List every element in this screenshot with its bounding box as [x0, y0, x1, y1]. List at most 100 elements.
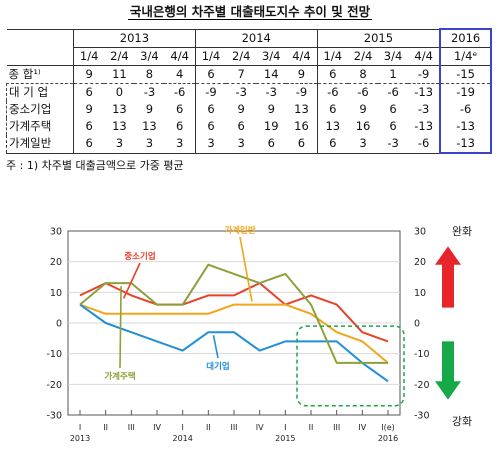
table-row-label: 가계일반: [6, 135, 74, 154]
ease-label: 완화: [452, 225, 472, 238]
series-leader-line: [239, 236, 253, 302]
table-value: -13: [414, 119, 434, 133]
table-value: 3: [134, 135, 165, 154]
table-value: -6: [316, 83, 348, 101]
table-value: 13: [316, 118, 348, 135]
table-quarter-header: 2/4: [226, 47, 257, 66]
table-value: -13: [439, 118, 492, 135]
table-value: 13: [112, 102, 127, 116]
y2-tick-label: 30: [414, 227, 426, 238]
x-year-label: 2014: [172, 434, 192, 443]
table-value: -6: [439, 101, 492, 118]
table-value: 6: [256, 135, 287, 154]
table-value: 9: [145, 102, 154, 116]
table-value: 6: [175, 119, 184, 133]
series-leader-line: [119, 286, 122, 369]
table-value: 6: [316, 101, 348, 118]
table-row: 중소기업 9 13 9 6 6 9 9 13 6 9 6 -3 -6: [6, 101, 492, 118]
table-value: 8: [145, 67, 154, 81]
table-value: -3: [378, 135, 409, 154]
x-tick-label: IV: [256, 423, 264, 432]
table-quarter-header: 3/4: [378, 47, 409, 66]
table-row: 종 합¹⁾ 9 11 8 4 6 7 14 9 6 8 1 -9 -15: [7, 65, 492, 84]
series-label: 중소기업: [124, 251, 155, 262]
table-value: 3: [164, 135, 196, 154]
table-value: 19: [263, 119, 279, 133]
table-row: 가계일반 6 3 3 3 3 3 6 6 6 3 -3 -6 -13: [6, 135, 492, 154]
table-quarter-header: 4/4: [286, 47, 318, 66]
table-quarter-header: 1/4: [73, 47, 105, 66]
series-label: 대기업: [206, 361, 229, 372]
x-tick-label: I: [284, 423, 286, 432]
table-value: 9: [73, 65, 105, 84]
table-quarter-header: 2/4: [104, 47, 135, 66]
table-quarter-header: 1/4: [316, 47, 348, 66]
table-value: -6: [347, 83, 379, 101]
table-value: -9: [417, 67, 430, 81]
table-value: 9: [267, 102, 275, 116]
table-value: 9: [73, 101, 105, 118]
table-value: 13: [142, 119, 157, 133]
y-tick-label: 10: [50, 288, 62, 299]
x-year-label: 2016: [378, 434, 398, 443]
tighten-label: 강화: [452, 415, 472, 428]
series-leader-line: [212, 335, 219, 359]
table-value: 9: [359, 102, 367, 116]
table-value: -13: [439, 135, 492, 154]
table-value: -9: [194, 83, 227, 101]
table-value: 14: [263, 67, 279, 81]
y-tick-label: 0: [56, 319, 62, 330]
x-tick-label: III: [333, 423, 340, 432]
table-value: 13: [294, 102, 309, 116]
table-value: 3: [194, 135, 227, 154]
table-value: -9: [286, 83, 318, 101]
x-tick-label: III: [230, 423, 237, 432]
table-row: 대 기 업 6 0 -3 -6 -9 -3 -3 -9 -6 -6 -6 -13 -19: [6, 83, 492, 101]
x-tick-label: II: [206, 423, 211, 432]
x-tick-label: III: [128, 423, 135, 432]
table-value: -3: [417, 102, 430, 116]
arrow-up-icon: [435, 246, 461, 308]
table-value: -19: [439, 83, 492, 101]
table-value: 1: [389, 67, 397, 81]
x-tick-label: I: [79, 423, 81, 432]
series-line: [79, 303, 389, 364]
table-value: 7: [237, 67, 245, 81]
table-value: -6: [408, 135, 441, 154]
series-line: [79, 282, 389, 343]
x-year-label: 2013: [70, 434, 90, 443]
table-corner: [6, 28, 74, 48]
table-year-header: 2014: [194, 28, 318, 48]
table-value: 3: [226, 135, 257, 154]
y2-tick-label: 0: [414, 319, 420, 330]
table-value: -6: [164, 83, 196, 101]
table-value: 6: [286, 135, 318, 154]
table-quarter-header: 1/4ᵉ: [439, 47, 492, 66]
y-tick-label: -30: [46, 411, 62, 422]
table-value: 8: [359, 67, 367, 81]
series-leader-line: [122, 262, 141, 299]
x-tick-label: I: [181, 423, 183, 432]
y2-tick-label: 10: [414, 288, 426, 299]
arrow-down-icon: [435, 341, 461, 400]
table-quarter-header: 2/4: [347, 47, 379, 66]
table-quarter-header: 3/4: [134, 47, 165, 66]
table-quarter-row: 1/4 2/4 3/4 4/4 1/4 2/4 3/4 4/4 1/4 2/4 3/4 4/4 1/4ᵉ: [6, 47, 492, 66]
forecast-highlight-box: [296, 325, 405, 407]
table-year-header: 2013: [73, 28, 196, 48]
table-value: 6: [316, 135, 348, 154]
series-label: 가계주택: [104, 371, 135, 382]
table-row-label: 가계주택: [6, 118, 74, 135]
table-row-label: 종 합¹⁾: [8, 67, 41, 81]
table-value: 11: [112, 67, 127, 81]
table-value: 6: [389, 102, 397, 116]
table-value: 9: [297, 67, 306, 81]
y2-tick-label: -10: [414, 349, 430, 360]
table-value: 4: [175, 67, 184, 81]
table-value: 6: [194, 101, 227, 118]
table-value: 0: [104, 83, 135, 101]
table-row: 가계주택 6 13 13 6 6 6 19 16 13 16 6 -13 -13: [6, 118, 492, 135]
table-quarter-header: 3/4: [256, 47, 287, 66]
x-tick-label: I(e): [381, 423, 395, 432]
